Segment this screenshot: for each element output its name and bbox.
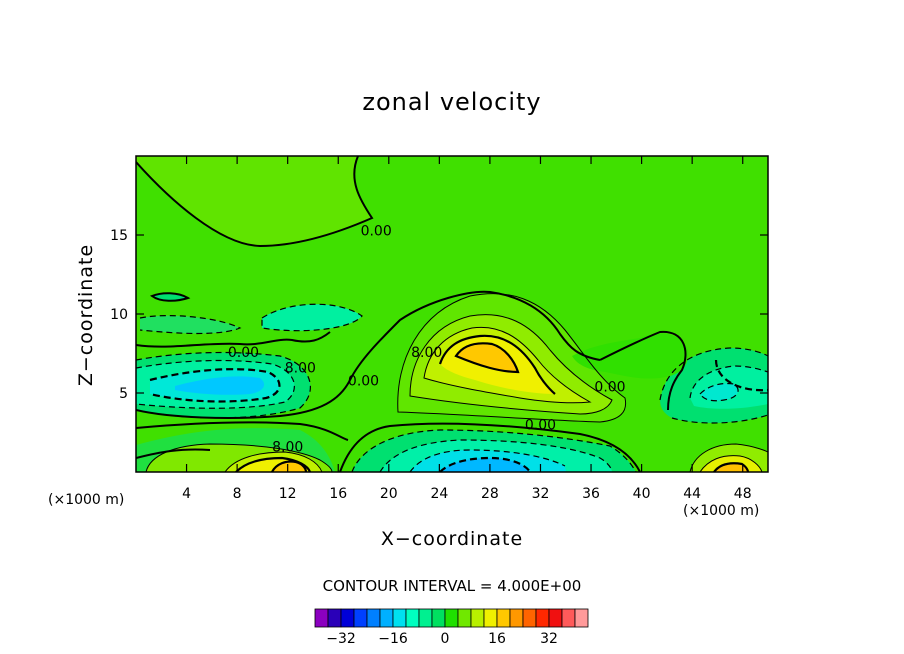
colorbar-swatch [444,608,459,628]
contour-label: 8.00 [272,440,303,456]
colorbar-labels: −32 −16 0 16 32 [326,631,558,647]
colorbar-swatch [535,608,550,628]
x-unit-label-left: (×1000 m) [48,492,125,508]
contour-label: 8.00 [411,345,442,361]
y-tick-label: 5 [119,386,128,402]
x-tick-label: 44 [683,486,701,502]
colorbar-swatch [522,608,537,628]
colorbar-swatch [405,608,420,628]
contour-field [136,156,768,472]
colorbar-swatch [418,608,433,628]
colorbar-swatch [470,608,485,628]
y-tick-label: 10 [110,307,128,323]
x-tick-label: 20 [380,486,398,502]
colorbar-swatch [561,608,576,628]
x-tick-label: 48 [734,486,752,502]
x-tick-label: 36 [582,486,600,502]
x-tick-label: 32 [532,486,550,502]
y-tick-label: 15 [110,228,128,244]
colorbar-swatch [574,608,589,628]
contour-label: 8.00 [285,361,316,377]
contour-labels: 0.00 0.00 8.00 0.00 8.00 0.00 0.00 8.00 [228,223,626,455]
colorbar-swatch [483,608,498,628]
contour-label: 0.00 [228,345,259,361]
colorbar-swatch [496,608,511,628]
x-tick-label: 12 [279,486,297,502]
colorbar-swatch [366,608,381,628]
chart-title: zonal velocity [362,88,542,116]
x-tick-label: 28 [481,486,499,502]
colorbar-swatch [457,608,472,628]
y-axis: 5 10 15 [110,228,768,402]
colorbar-swatch [327,608,342,628]
contour-label: 0.00 [348,373,379,389]
x-tick-label: 16 [329,486,347,502]
contour-label: 0.00 [525,418,556,434]
y-axis-title: Z−coordinate [75,243,97,387]
colorbar [314,608,589,628]
colorbar-tick-label: −32 [326,631,356,647]
colorbar-swatch [353,608,368,628]
colorbar-tick-label: 32 [540,631,558,647]
colorbar-tick-label: 0 [441,631,450,647]
contour-interval-label: CONTOUR INTERVAL = 4.000E+00 [322,577,582,595]
x-axis-title: X−coordinate [380,528,524,550]
contour-label: 0.00 [361,223,392,239]
colorbar-swatch [509,608,524,628]
contour-label: 0.00 [594,380,625,396]
x-axis: 4 8 12 16 20 24 28 32 36 40 44 48 [182,156,752,502]
colorbar-tick-label: 16 [488,631,506,647]
x-unit-label-right: (×1000 m) [683,503,760,519]
colorbar-swatch [548,608,563,628]
x-tick-label: 8 [233,486,242,502]
x-tick-label: 40 [633,486,651,502]
colorbar-swatch [340,608,355,628]
colorbar-swatch [314,608,329,628]
colorbar-swatch [392,608,407,628]
x-tick-label: 24 [430,486,448,502]
colorbar-swatch [431,608,446,628]
x-tick-label: 4 [182,486,191,502]
colorbar-tick-label: −16 [378,631,408,647]
colorbar-swatch [379,608,394,628]
